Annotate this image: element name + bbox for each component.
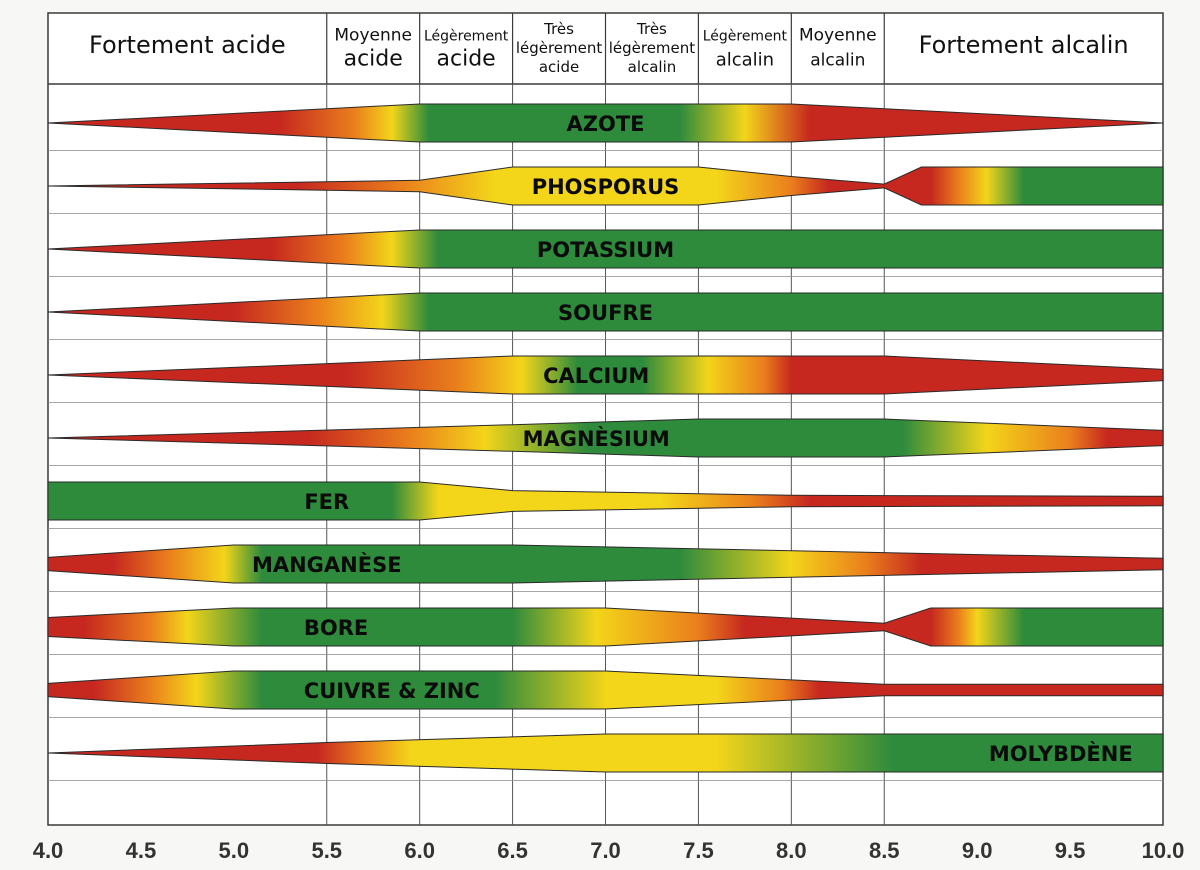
band-label-magnesium: MAGNÈSIUM bbox=[523, 426, 670, 451]
nutrient-bands: AZOTE PHOSPORUS POTASSIUM SOUFRE CALCIUM MAGN… bbox=[47, 103, 1164, 773]
tick-label: 5.0 bbox=[219, 838, 250, 863]
band-calcium bbox=[47, 355, 1164, 395]
band-label-cuivre-zinc: CUIVRE & ZINC bbox=[304, 679, 480, 703]
zone-label: Légèrement bbox=[424, 29, 509, 45]
ph-zone-headers: Fortement acide MoyenneacideLégèrementaci… bbox=[89, 20, 1129, 76]
band-manganese bbox=[47, 544, 1164, 584]
tick-label: 7.0 bbox=[590, 838, 621, 863]
band-soufre bbox=[47, 292, 1164, 332]
tick-label: 6.5 bbox=[497, 838, 528, 863]
band-fer bbox=[47, 481, 1164, 521]
band-magnesium bbox=[47, 418, 1164, 458]
tick-label: 8.0 bbox=[776, 838, 807, 863]
zone-label: Moyenne bbox=[799, 26, 877, 46]
zone-label: alcalin bbox=[628, 58, 677, 76]
band-label-manganese: MANGANÈSE bbox=[252, 552, 402, 577]
zone-label: acide bbox=[437, 47, 496, 72]
tick-label: 8.5 bbox=[869, 838, 900, 863]
zone-label: alcalin bbox=[810, 51, 865, 71]
zone-label: Fortement acide bbox=[89, 31, 286, 59]
x-axis-ticks: 4.0 4.5 5.0 5.5 6.0 6.5 7.0 7.5 8.0 8.5 9.0 9.5 10.0 bbox=[33, 838, 1185, 863]
zone-label: légèrement bbox=[516, 39, 603, 57]
tick-label: 10.0 bbox=[1142, 838, 1185, 863]
band-label-bore: BORE bbox=[304, 616, 368, 640]
band-cuivre-zinc bbox=[47, 670, 1164, 710]
tick-label: 9.5 bbox=[1055, 838, 1086, 863]
band-bore bbox=[47, 607, 1164, 647]
band-azote bbox=[47, 103, 1164, 143]
band-potassium bbox=[47, 229, 1164, 269]
band-label-phosporus: PHOSPORUS bbox=[532, 175, 680, 199]
tick-label: 5.5 bbox=[311, 838, 342, 863]
tick-label: 4.5 bbox=[126, 838, 157, 863]
zone-label: Très bbox=[636, 20, 667, 38]
band-label-calcium: CALCIUM bbox=[543, 364, 649, 388]
tick-label: 7.5 bbox=[683, 838, 714, 863]
band-label-molybdene: MOLYBDÈNE bbox=[989, 741, 1133, 766]
zone-label: acide bbox=[344, 47, 403, 72]
tick-label: 6.0 bbox=[404, 838, 435, 863]
zone-label: Légèrement bbox=[703, 29, 788, 45]
tick-label: 9.0 bbox=[962, 838, 993, 863]
band-label-azote: AZOTE bbox=[566, 112, 644, 136]
zone-label: Fortement alcalin bbox=[919, 31, 1129, 59]
tick-label: 4.0 bbox=[33, 838, 64, 863]
band-label-soufre: SOUFRE bbox=[558, 301, 653, 325]
zone-label: acide bbox=[539, 58, 579, 76]
zone-label: alcalin bbox=[716, 50, 774, 71]
zone-label: légèrement bbox=[609, 39, 696, 57]
band-label-potassium: POTASSIUM bbox=[537, 238, 674, 262]
band-label-fer: FER bbox=[304, 490, 349, 514]
zone-label: Très bbox=[543, 20, 574, 38]
grid-lines bbox=[48, 13, 1163, 825]
zone-label: Moyenne bbox=[334, 26, 412, 46]
band-molybdene bbox=[47, 733, 1164, 773]
band-phosporus bbox=[47, 166, 1164, 206]
